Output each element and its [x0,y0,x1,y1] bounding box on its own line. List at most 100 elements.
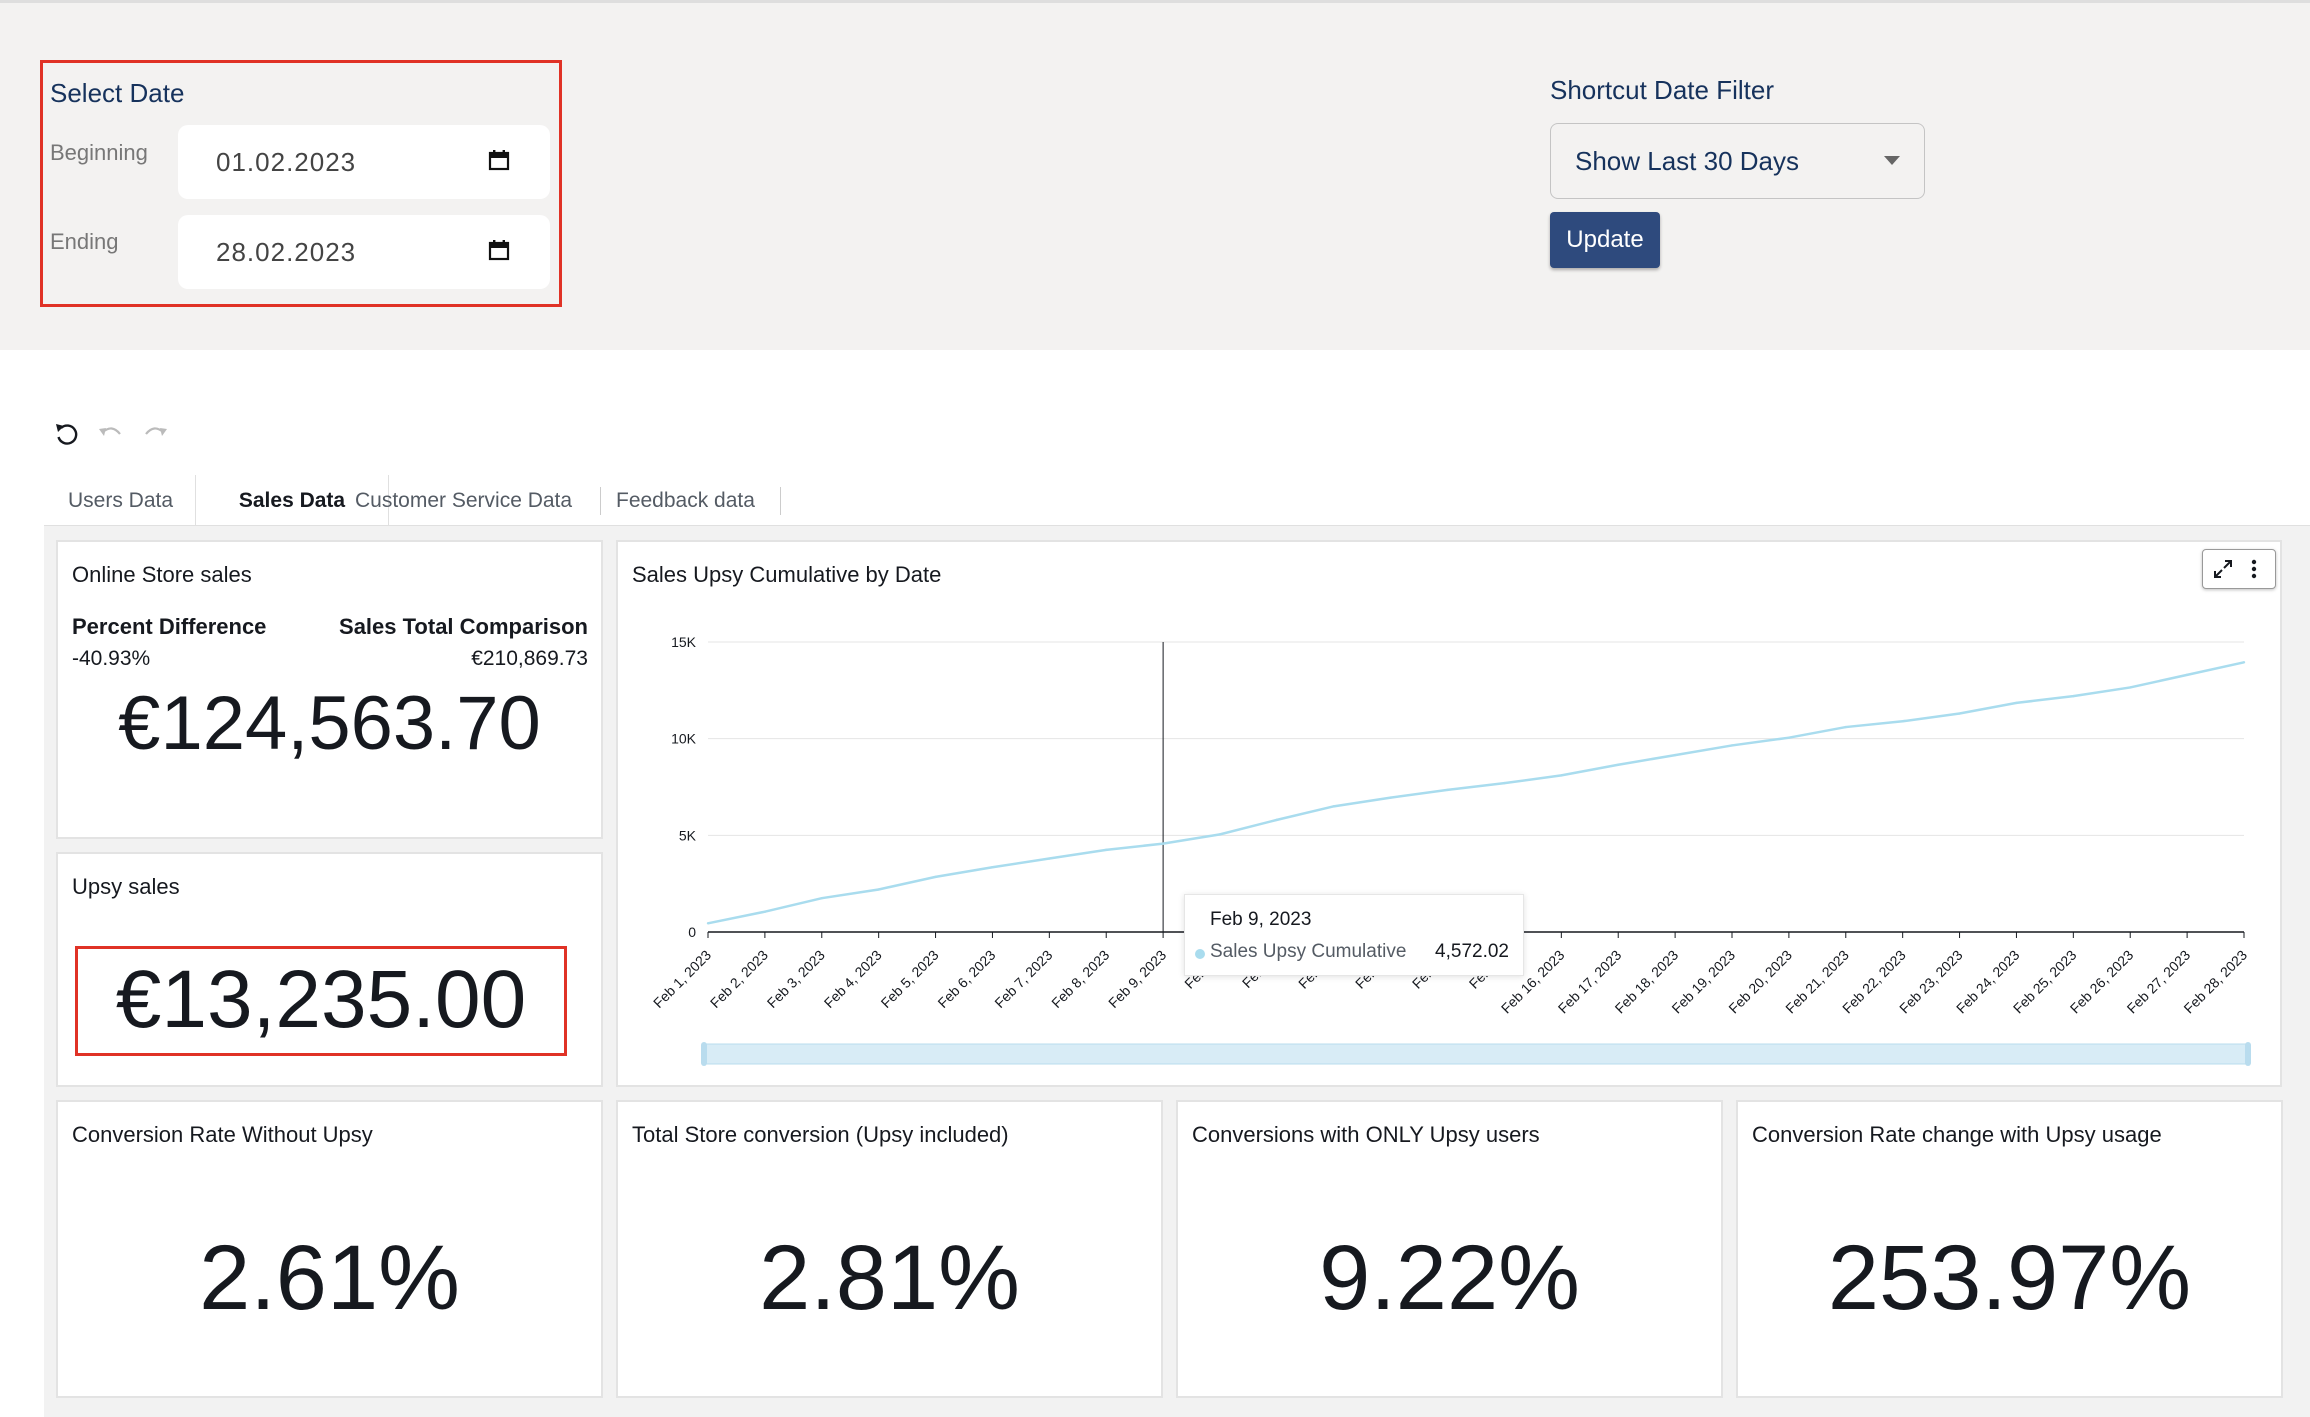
data-point [1048,857,1051,860]
select-date-highlight-box: Select Date Beginning 01.02.2023 Ending … [40,60,562,307]
beginning-date-input[interactable]: 01.02.2023 [178,125,550,199]
data-point [1958,712,1961,715]
kpi-card[interactable]: Total Store conversion (Upsy included) 2… [616,1100,1163,1398]
data-point [1389,796,1392,799]
ending-label: Ending [50,229,119,254]
redo-icon[interactable] [142,420,170,448]
upsy-sales-card[interactable]: Upsy sales €13,235.00 [56,852,603,1087]
kpi-title: Conversion Rate Without Upsy [72,1122,373,1147]
ending-date-input[interactable]: 28.02.2023 [178,215,550,289]
tab-sales-data[interactable]: Sales Data [195,475,389,525]
data-point [1617,763,1620,766]
online-store-sales-title: Online Store sales [72,562,252,587]
kpi-title: Conversion Rate change with Upsy usage [1752,1122,2162,1147]
scroll-bar [703,1043,2249,1065]
beginning-label: Beginning [50,140,148,165]
data-point [877,888,880,891]
tab-customer-service-data[interactable]: Customer Service Data [355,475,615,525]
data-point [2072,694,2075,698]
data-point [1446,788,1449,792]
kpi-card[interactable]: Conversions with ONLY Upsy users 9.22% [1176,1100,1723,1398]
data-point [1161,842,1165,845]
data-point [1218,833,1222,836]
filter-panel: Select Date Beginning 01.02.2023 Ending … [0,0,2310,350]
percent-difference-value: -40.93% [72,647,151,670]
shortcut-date-select[interactable]: Show Last 30 Days [1550,123,1925,199]
undo-icon[interactable] [96,420,124,448]
data-point [1844,725,1847,729]
update-button[interactable]: Update [1550,212,1660,268]
data-point [2185,673,2189,677]
data-point [706,922,710,925]
kpi-value: 9.22% [1319,1227,1580,1329]
tooltip-value: 4,572.02 [1435,941,1509,962]
x-tick-label: Feb 9, 2023 [1105,947,1169,1011]
chart-tooltip: Feb 9, 2023 Sales Upsy Cumulative 4,572.… [1184,894,1524,976]
data-point [1105,848,1108,852]
tooltip-date: Feb 9, 2023 [1210,909,1312,930]
sales-total-comparison-label: Sales Total Comparison [339,614,588,639]
upsy-sales-highlight-box: €13,235.00 [75,946,567,1056]
series-line [707,661,2245,925]
data-point [1730,744,1734,747]
kpi-card[interactable]: Conversion Rate change with Upsy usage 2… [1736,1100,2283,1398]
chart-toolbar [2202,549,2276,589]
data-point [2129,686,2132,689]
kpi-title: Total Store conversion (Upsy included) [632,1122,1009,1147]
caret-down-icon [1884,156,1900,165]
data-point [2015,701,2018,705]
data-point [1503,781,1506,785]
tab-customer-service-label: Customer Service Data [355,489,573,512]
tab-feedback-data[interactable]: Feedback data [616,489,755,512]
x-tick-label: Feb 7, 2023 [991,947,1055,1011]
reset-icon[interactable] [52,420,80,448]
data-point [820,896,823,900]
kpi-value: 2.81% [759,1227,1020,1329]
x-tick-label: Feb 2, 2023 [707,947,771,1011]
data-point [934,875,937,879]
expand-icon[interactable] [2213,559,2233,579]
y-tick-label: 0 [688,924,696,940]
data-point [763,910,767,913]
chart-title: Sales Upsy Cumulative by Date [632,562,942,587]
x-tick-label: Feb 5, 2023 [878,947,942,1011]
online-store-sales-card[interactable]: Online Store sales Percent Difference -4… [56,540,603,839]
data-point [1901,720,1904,723]
data-point [1673,753,1677,757]
ending-date-value: 28.02.2023 [216,237,357,267]
data-point [1275,818,1279,822]
data-point [2242,661,2246,664]
tab-users-data[interactable]: Users Data [68,489,174,512]
more-vertical-icon[interactable] [2249,558,2259,580]
x-tick-label: Feb 4, 2023 [821,947,885,1011]
sales-upsy-chart-card[interactable]: Sales Upsy Cumulative by Date [616,540,2282,1087]
data-point [991,866,994,869]
tooltip-series-swatch [1195,949,1205,959]
percent-difference-label: Percent Difference [72,614,267,639]
kpi-card[interactable]: Conversion Rate Without Upsy 2.61% [56,1100,603,1398]
kpi-title: Conversions with ONLY Upsy users [1192,1122,1540,1147]
calendar-icon[interactable] [488,239,510,261]
scroll-handle-left [701,1042,707,1066]
data-point [1332,805,1335,808]
beginning-date-value: 01.02.2023 [216,147,357,177]
upsy-sales-title: Upsy sales [72,874,180,899]
tooltip-series-name: Sales Upsy Cumulative [1210,941,1407,962]
y-tick-label: 10K [671,731,697,747]
shortcut-selected-value: Show Last 30 Days [1575,146,1800,176]
x-tick-label: Feb 6, 2023 [934,947,998,1011]
y-tick-label: 5K [679,827,697,843]
calendar-icon[interactable] [488,149,510,171]
upsy-sales-value: €13,235.00 [115,954,527,1045]
shortcut-date-filter-title: Shortcut Date Filter [1550,75,1774,105]
select-date-title: Select Date [50,78,185,108]
online-store-sales-value: €124,563.70 [118,681,541,766]
x-tick-label: Feb 8, 2023 [1048,947,1112,1011]
y-tick-label: 15K [671,634,697,650]
sales-total-comparison-value: €210,869.73 [471,647,588,670]
x-tick-label: Feb 3, 2023 [764,947,828,1011]
kpi-value: 2.61% [199,1227,460,1329]
tab-divider [600,487,601,515]
data-point [1560,774,1563,777]
